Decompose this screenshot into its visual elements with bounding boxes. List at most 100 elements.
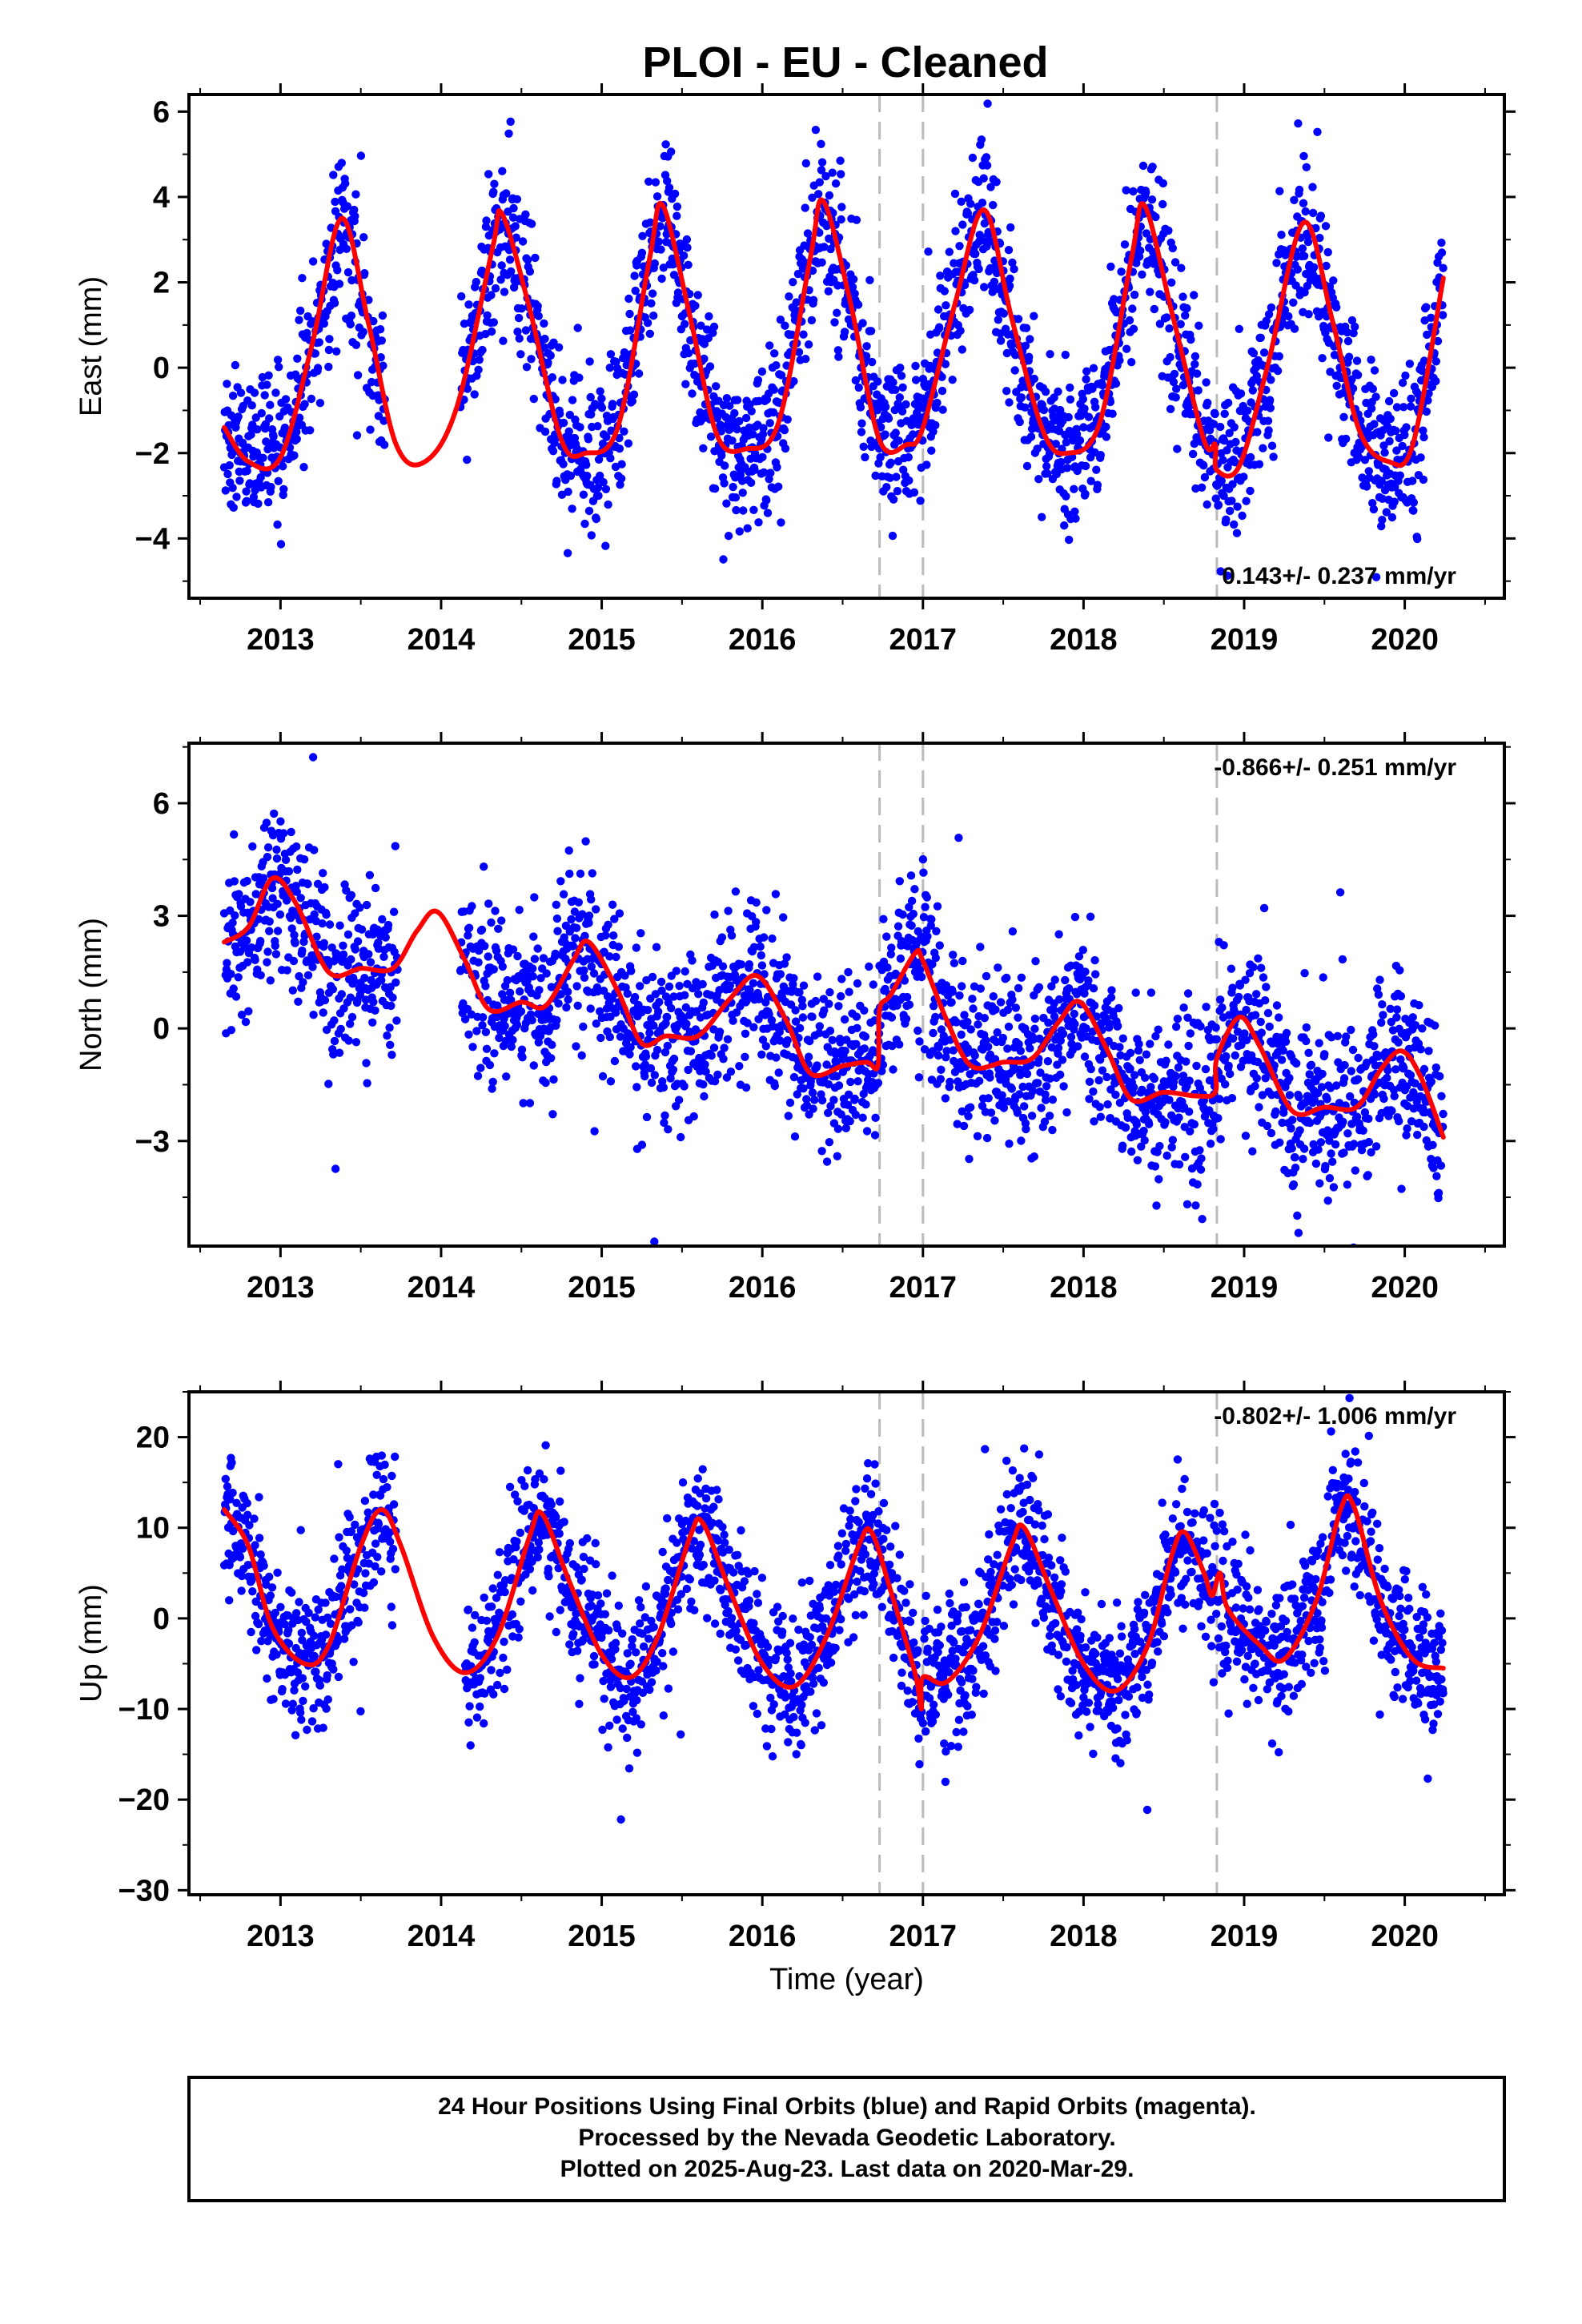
data-point bbox=[329, 171, 338, 179]
data-point bbox=[1030, 1014, 1040, 1023]
data-point bbox=[1183, 989, 1193, 998]
data-point bbox=[893, 922, 903, 931]
velocity-annotation: 0.143+/- 0.237 mm/yr bbox=[1222, 563, 1456, 589]
data-point bbox=[229, 984, 238, 993]
data-point bbox=[942, 301, 950, 310]
data-point bbox=[891, 969, 901, 979]
data-point bbox=[1196, 1022, 1205, 1031]
data-point bbox=[1348, 1045, 1358, 1055]
data-point bbox=[478, 345, 487, 355]
data-point bbox=[766, 468, 775, 477]
data-point bbox=[1173, 444, 1182, 453]
data-point bbox=[593, 422, 602, 431]
data-point bbox=[833, 346, 843, 355]
data-point bbox=[849, 275, 858, 283]
data-point bbox=[640, 1072, 649, 1081]
data-point bbox=[346, 320, 355, 329]
data-point bbox=[1134, 1046, 1143, 1055]
data-point bbox=[578, 910, 587, 919]
data-point bbox=[1225, 428, 1234, 437]
data-point bbox=[1223, 398, 1233, 408]
data-point bbox=[965, 305, 974, 315]
data-point bbox=[1405, 360, 1415, 368]
data-point bbox=[799, 330, 808, 339]
data-point bbox=[1318, 354, 1327, 363]
data-point bbox=[1352, 356, 1362, 365]
data-point bbox=[644, 177, 653, 186]
data-point bbox=[228, 392, 238, 400]
data-point bbox=[583, 472, 592, 480]
data-point bbox=[1066, 383, 1074, 392]
data-point bbox=[715, 1027, 725, 1036]
data-point bbox=[298, 946, 307, 955]
data-point bbox=[1139, 1126, 1148, 1136]
data-point bbox=[712, 382, 721, 391]
data-point bbox=[1437, 238, 1446, 247]
data-point bbox=[582, 460, 591, 469]
data-point bbox=[804, 340, 813, 349]
data-point bbox=[1235, 992, 1243, 1002]
data-point bbox=[351, 211, 359, 221]
data-point bbox=[769, 385, 778, 394]
data-point bbox=[482, 1044, 492, 1054]
data-point bbox=[810, 1096, 819, 1104]
data-point bbox=[1248, 386, 1258, 395]
data-point bbox=[1121, 1123, 1130, 1132]
data-point bbox=[1111, 379, 1121, 388]
data-point bbox=[909, 488, 919, 497]
data-point bbox=[722, 394, 732, 403]
data-point bbox=[311, 349, 319, 358]
data-point bbox=[357, 925, 367, 934]
data-point bbox=[710, 485, 720, 493]
data-point bbox=[896, 364, 905, 372]
data-point bbox=[1307, 1060, 1316, 1070]
data-point bbox=[579, 490, 588, 499]
data-point bbox=[1340, 1060, 1349, 1070]
data-point bbox=[596, 1033, 605, 1043]
data-point bbox=[1086, 1064, 1095, 1074]
data-point bbox=[851, 376, 861, 385]
data-point bbox=[1184, 1041, 1193, 1051]
data-point bbox=[776, 316, 785, 324]
data-point bbox=[1409, 498, 1419, 507]
data-point bbox=[706, 432, 716, 441]
data-point bbox=[1416, 1045, 1425, 1054]
data-point bbox=[976, 984, 986, 993]
data-point bbox=[994, 963, 1002, 972]
data-point bbox=[1221, 1080, 1230, 1089]
data-point bbox=[731, 493, 741, 502]
data-point bbox=[377, 975, 386, 985]
data-point bbox=[529, 1061, 538, 1070]
data-point bbox=[922, 460, 931, 469]
data-point bbox=[242, 487, 251, 496]
data-point bbox=[1152, 1201, 1161, 1210]
data-point bbox=[887, 943, 896, 952]
data-point bbox=[369, 316, 378, 326]
data-point bbox=[1334, 1058, 1343, 1067]
data-point bbox=[1353, 371, 1363, 380]
data-point bbox=[1325, 1174, 1335, 1183]
data-point bbox=[1419, 426, 1427, 435]
x-tick-label: 2014 bbox=[408, 1271, 476, 1305]
data-point bbox=[677, 1132, 685, 1142]
data-point bbox=[811, 126, 821, 135]
data-point bbox=[652, 192, 662, 201]
data-point bbox=[281, 395, 291, 404]
data-point bbox=[643, 1006, 652, 1015]
data-point bbox=[913, 1026, 922, 1035]
data-point bbox=[725, 401, 734, 410]
data-point bbox=[335, 279, 344, 288]
data-point bbox=[741, 1052, 749, 1062]
data-point bbox=[620, 427, 628, 436]
data-point bbox=[1014, 1013, 1022, 1022]
data-point bbox=[1081, 489, 1090, 498]
data-point bbox=[919, 868, 928, 877]
data-point bbox=[1423, 396, 1432, 405]
data-point bbox=[567, 915, 576, 924]
data-point bbox=[1172, 1022, 1181, 1031]
data-point bbox=[1125, 316, 1134, 325]
data-point bbox=[845, 1116, 854, 1126]
data-point bbox=[267, 883, 277, 893]
data-point bbox=[1266, 396, 1275, 404]
data-point bbox=[817, 1147, 826, 1156]
